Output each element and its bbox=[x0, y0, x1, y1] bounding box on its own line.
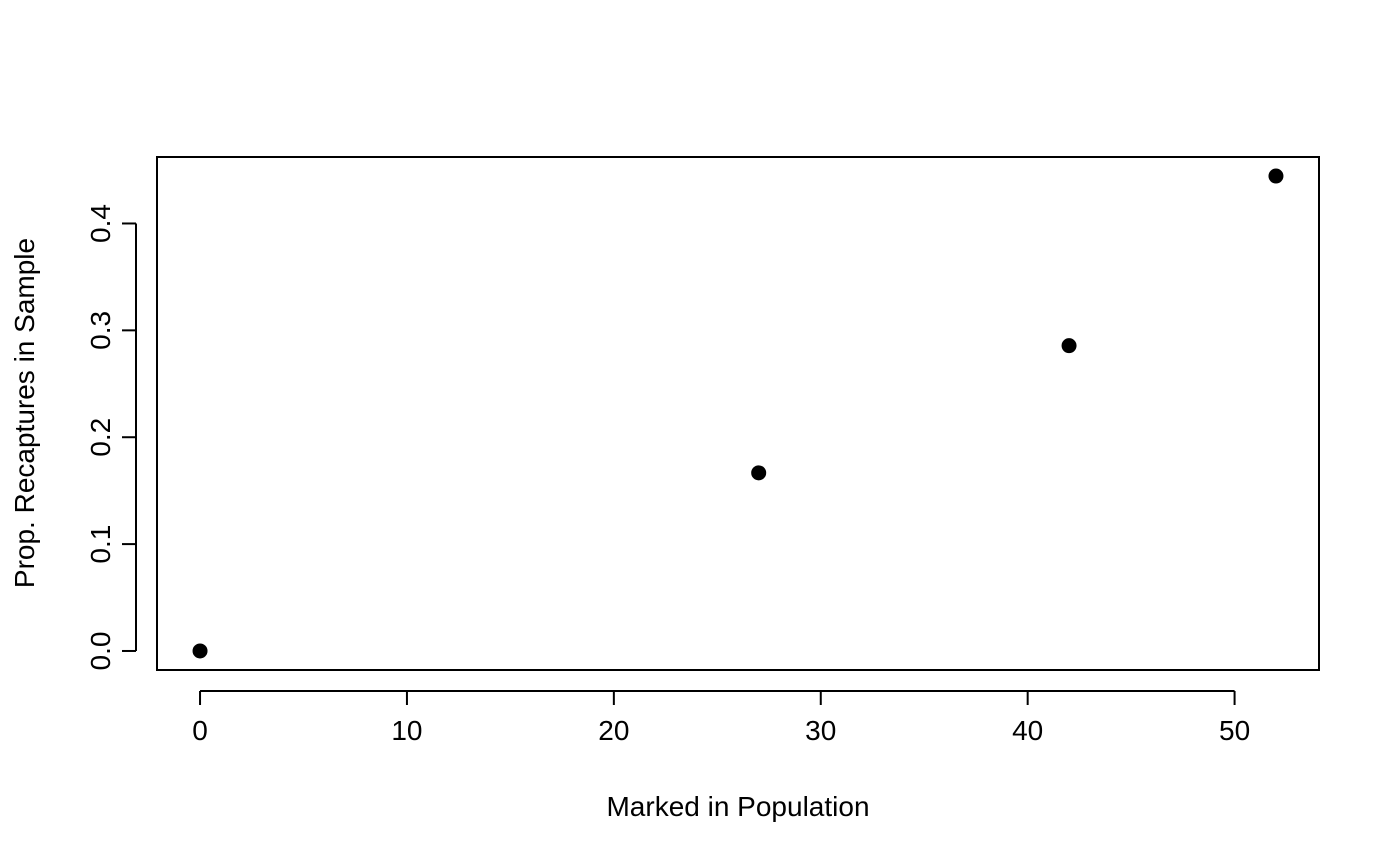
x-tick-label: 10 bbox=[391, 715, 422, 746]
plot-frame bbox=[156, 156, 1320, 671]
data-point bbox=[1268, 168, 1284, 184]
x-tick-label: 20 bbox=[598, 715, 629, 746]
x-tick-label: 0 bbox=[192, 715, 208, 746]
y-tick-label: 0.0 bbox=[85, 632, 116, 671]
x-tick-label: 40 bbox=[1012, 715, 1043, 746]
y-tick-label: 0.2 bbox=[85, 418, 116, 457]
data-point bbox=[1061, 338, 1077, 354]
y-axis: 0.0 0.1 0.2 0.3 0.4 bbox=[85, 204, 137, 671]
y-tick-label: 0.4 bbox=[85, 204, 116, 243]
y-tick-label: 0.3 bbox=[85, 311, 116, 350]
x-axis: 0 10 20 30 40 50 bbox=[192, 690, 1250, 746]
x-axis-title: Marked in Population bbox=[606, 791, 869, 822]
y-axis-title: Prop. Recaptures in Sample bbox=[9, 238, 40, 588]
x-tick-label: 50 bbox=[1219, 715, 1250, 746]
data-point bbox=[192, 643, 208, 659]
data-points bbox=[192, 168, 1284, 659]
data-point bbox=[751, 465, 767, 481]
y-tick-label: 0.1 bbox=[85, 525, 116, 564]
x-tick-label: 30 bbox=[805, 715, 836, 746]
